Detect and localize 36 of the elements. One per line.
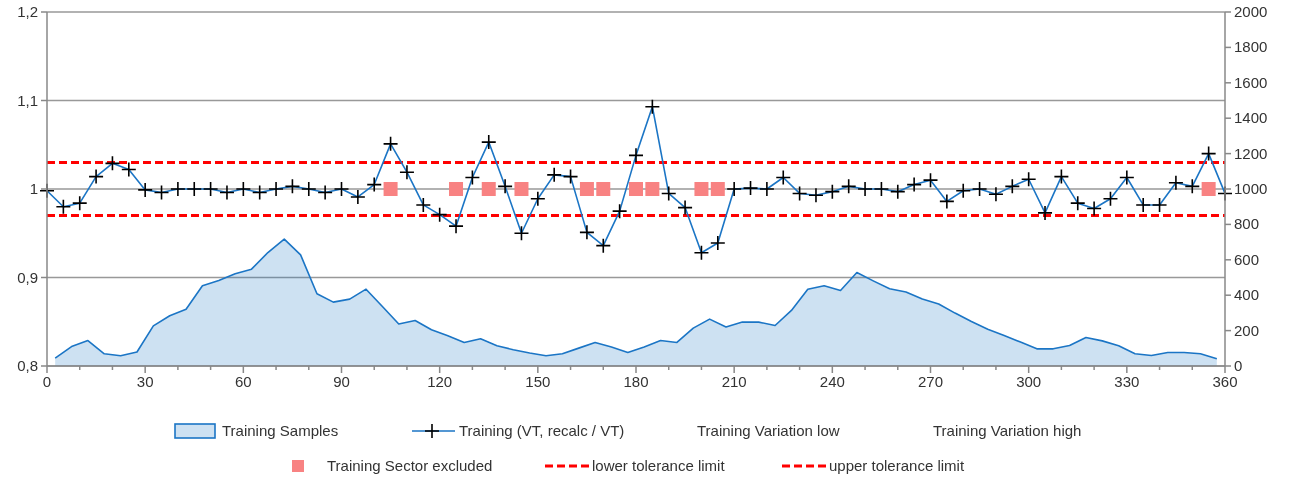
- y-tick-label: 0,8: [17, 357, 38, 374]
- y-tick-label: 1,2: [17, 3, 38, 20]
- y2-tick-label: 1000: [1234, 180, 1268, 197]
- legend-label: Training Sector excluded: [327, 457, 493, 474]
- x-tick-label: 0: [42, 373, 52, 390]
- y-tick-label: 0,9: [17, 268, 38, 286]
- legend-label: lower tolerance limit: [592, 457, 726, 474]
- y2-tick-label: 1200: [1234, 144, 1268, 162]
- y-tick-label: 1,1: [17, 91, 38, 109]
- y-tick-label: 1: [29, 180, 38, 197]
- y2-tick-label: 400: [1234, 286, 1260, 304]
- y2-tick-label: 800: [1234, 215, 1260, 233]
- legend-label: Training Samples: [222, 422, 339, 439]
- y2-tick-label: 1400: [1234, 109, 1268, 127]
- y2-tick-label: 1800: [1234, 38, 1268, 56]
- legend-label: upper tolerance limit: [829, 457, 965, 474]
- legend-label: Training (VT, recalc / VT): [459, 422, 625, 439]
- x-tick-label: 270: [917, 373, 944, 390]
- x-tick-label: 60: [234, 373, 252, 390]
- y2-tick-label: 600: [1234, 250, 1260, 268]
- x-tick-label: 150: [525, 373, 551, 390]
- y2-tick-label: 0: [1234, 357, 1243, 374]
- x-tick-label: 330: [1114, 373, 1140, 390]
- y2-tick-label: 2000: [1234, 3, 1268, 20]
- text: Training Variation low: [697, 422, 840, 439]
- x-tick-label: 30: [136, 373, 154, 390]
- x-tick-label: 180: [623, 373, 649, 390]
- x-tick-label: 360: [1212, 373, 1238, 390]
- y2-tick-label: 1600: [1234, 73, 1268, 91]
- x-tick-label: 90: [333, 373, 350, 390]
- x-tick-label: 210: [721, 373, 747, 390]
- x-tick-label: 120: [427, 373, 453, 390]
- x-tick-label: 240: [819, 373, 845, 390]
- y2-tick-label: 200: [1234, 321, 1260, 339]
- x-tick-label: 300: [1016, 373, 1042, 390]
- text: Training Variation high: [933, 422, 1082, 439]
